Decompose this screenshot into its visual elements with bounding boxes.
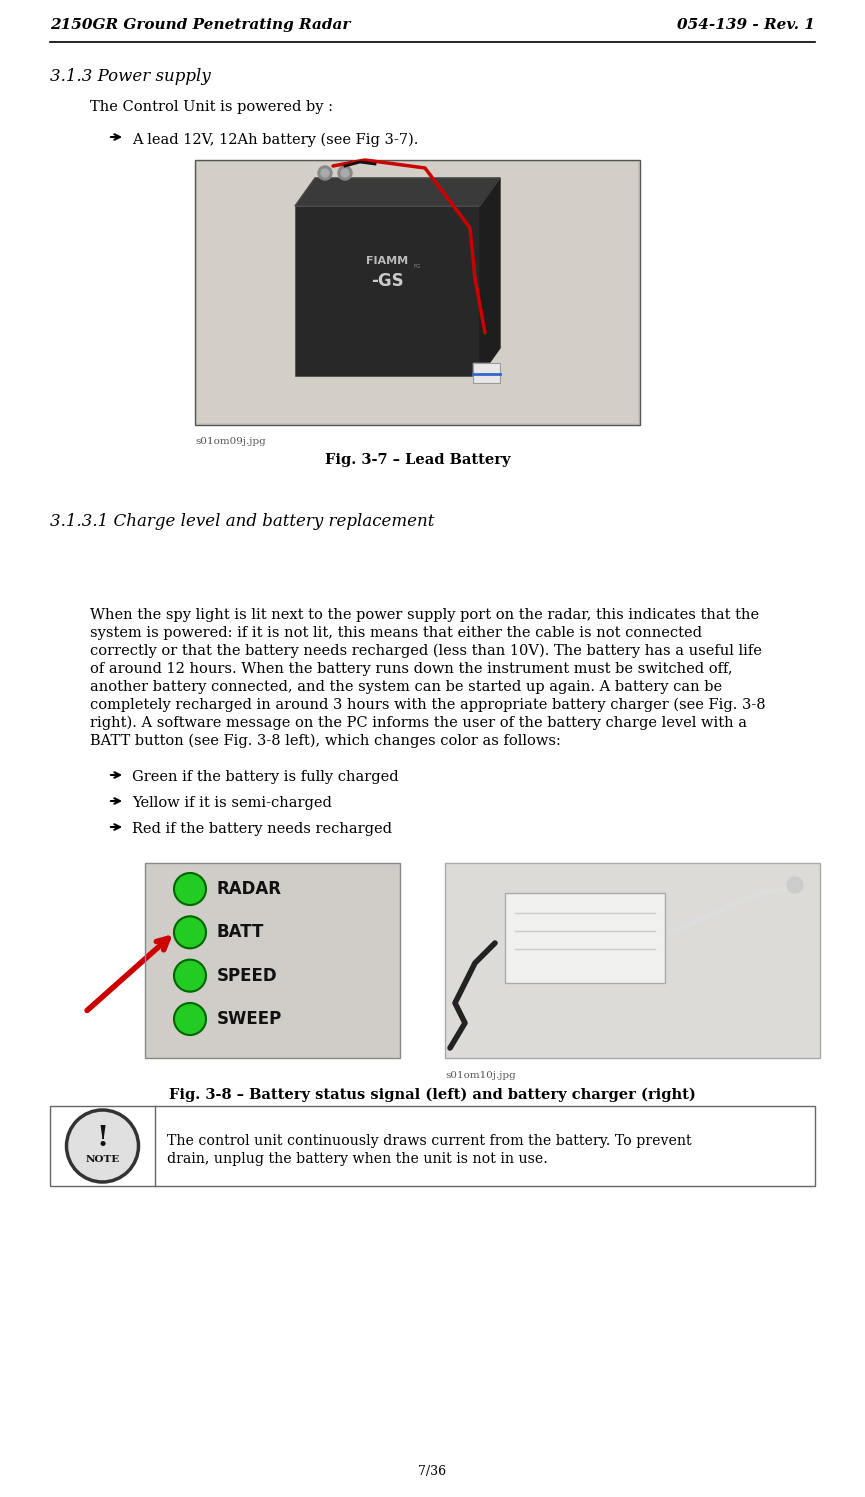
Text: Red if the battery needs recharged: Red if the battery needs recharged	[132, 822, 392, 835]
Bar	[145, 862, 400, 1058]
Bar	[445, 862, 820, 1058]
Text: !: !	[96, 1124, 109, 1151]
Text: completely recharged in around 3 hours with the appropriate battery charger (see: completely recharged in around 3 hours w…	[90, 698, 766, 713]
Circle shape	[341, 169, 349, 177]
Bar	[50, 1106, 815, 1186]
Circle shape	[338, 166, 352, 180]
Circle shape	[67, 1109, 138, 1183]
Text: another battery connected, and the system can be started up again. A battery can: another battery connected, and the syste…	[90, 680, 722, 695]
Text: Fig. 3-8 – Battery status signal (left) and battery charger (right): Fig. 3-8 – Battery status signal (left) …	[170, 1088, 695, 1102]
Circle shape	[174, 1003, 206, 1034]
Text: s01om09j.jpg: s01om09j.jpg	[195, 437, 266, 446]
Text: s01om10j.jpg: s01om10j.jpg	[445, 1070, 516, 1079]
Text: SWEEP: SWEEP	[217, 1010, 282, 1028]
Text: Green if the battery is fully charged: Green if the battery is fully charged	[132, 769, 399, 784]
Bar	[145, 862, 400, 1058]
Text: system is powered: if it is not lit, this means that either the cable is not con: system is powered: if it is not lit, thi…	[90, 626, 702, 641]
Bar	[505, 894, 665, 984]
Text: Yellow if it is semi-charged: Yellow if it is semi-charged	[132, 796, 332, 810]
Circle shape	[318, 166, 332, 180]
Text: drain, unplug the battery when the unit is not in use.: drain, unplug the battery when the unit …	[167, 1153, 548, 1166]
Text: BATT: BATT	[217, 924, 265, 942]
Circle shape	[321, 169, 329, 177]
Bar	[195, 160, 640, 425]
Text: -GS: -GS	[371, 272, 403, 290]
Polygon shape	[295, 178, 500, 207]
Text: NOTE: NOTE	[86, 1156, 119, 1165]
Text: 2150GR Ground Penetrating Radar: 2150GR Ground Penetrating Radar	[50, 18, 350, 31]
Text: RADAR: RADAR	[217, 880, 282, 898]
Text: FIAMM: FIAMM	[366, 256, 408, 266]
Text: The control unit continuously draws current from the battery. To prevent: The control unit continuously draws curr…	[167, 1135, 692, 1148]
Text: of around 12 hours. When the battery runs down the instrument must be switched o: of around 12 hours. When the battery run…	[90, 662, 733, 677]
Text: A lead 12V, 12Ah battery (see Fig 3-7).: A lead 12V, 12Ah battery (see Fig 3-7).	[132, 133, 419, 147]
Text: 054-139 - Rev. 1: 054-139 - Rev. 1	[677, 18, 815, 31]
Circle shape	[174, 960, 206, 991]
Polygon shape	[473, 362, 500, 383]
Polygon shape	[480, 178, 500, 376]
Text: 3.1.3 Power supply: 3.1.3 Power supply	[50, 67, 211, 85]
Text: right). A software message on the PC informs the user of the battery charge leve: right). A software message on the PC inf…	[90, 716, 747, 731]
Text: When the spy light is lit next to the power supply port on the radar, this indic: When the spy light is lit next to the po…	[90, 608, 759, 621]
Circle shape	[787, 877, 803, 894]
Text: BATT button (see Fig. 3-8 left), which changes color as follows:: BATT button (see Fig. 3-8 left), which c…	[90, 734, 561, 748]
Text: FG: FG	[413, 263, 420, 268]
Bar	[295, 207, 480, 376]
Circle shape	[174, 916, 206, 948]
Text: SPEED: SPEED	[217, 967, 278, 985]
Text: correctly or that the battery needs recharged (less than 10V). The battery has a: correctly or that the battery needs rech…	[90, 644, 762, 659]
Text: 7/36: 7/36	[419, 1466, 446, 1478]
Text: Fig. 3-7 – Lead Battery: Fig. 3-7 – Lead Battery	[324, 454, 510, 467]
Text: 3.1.3.1 Charge level and battery replacement: 3.1.3.1 Charge level and battery replace…	[50, 513, 434, 530]
Bar	[197, 162, 638, 424]
Text: The Control Unit is powered by :: The Control Unit is powered by :	[90, 100, 333, 114]
Circle shape	[174, 873, 206, 906]
